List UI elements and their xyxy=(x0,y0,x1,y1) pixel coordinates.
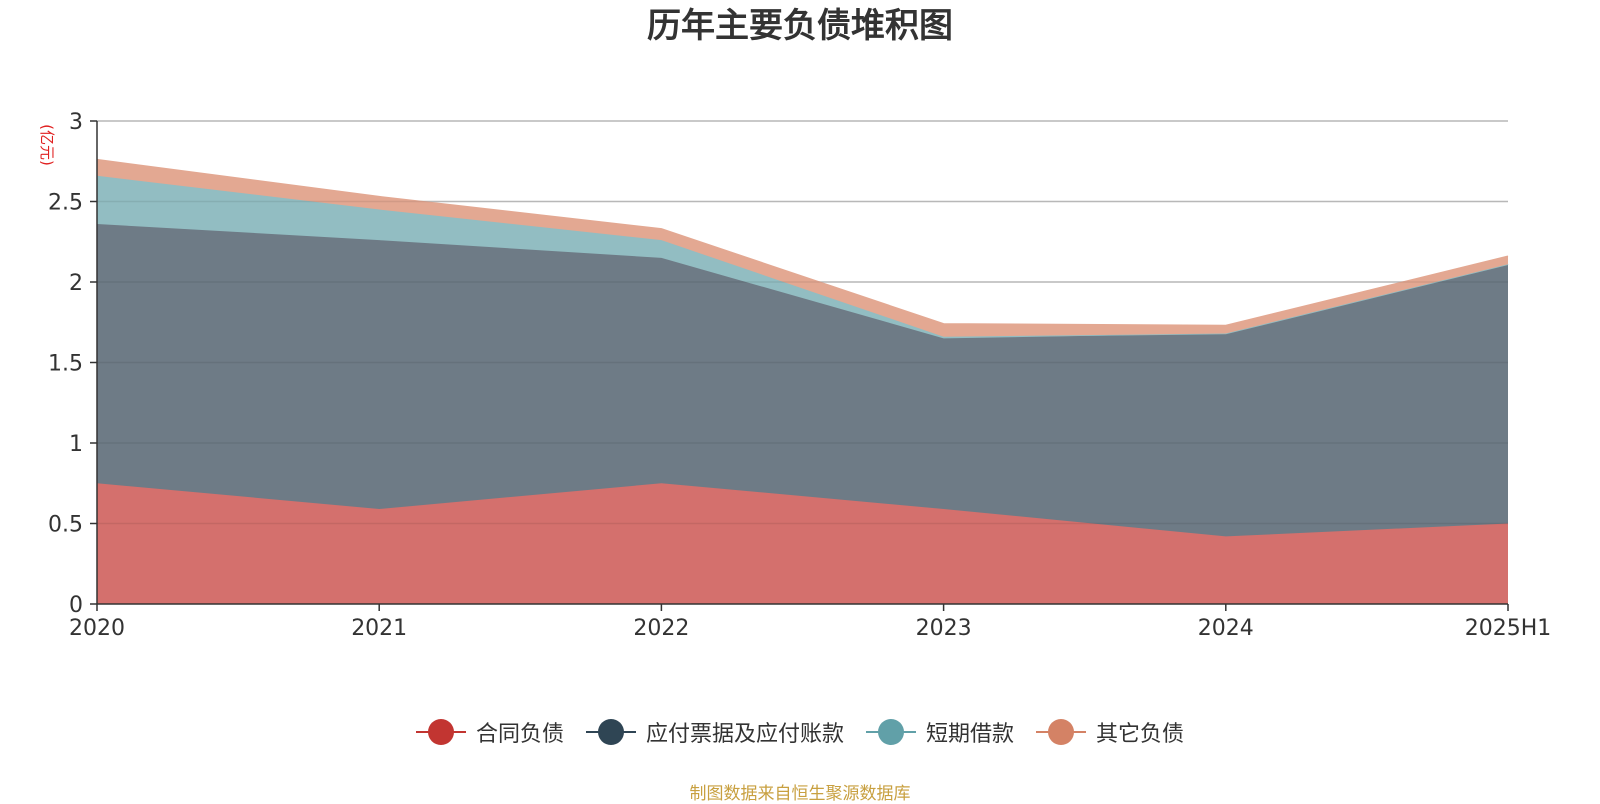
axes: 0 0.5 1 1.5 2 2.5 3 2020 2021 2022 2023 2024 2025H1 xyxy=(48,110,1551,641)
x-tick-label: 2021 xyxy=(351,616,407,641)
y-tick-label: 2 xyxy=(69,271,83,296)
legend-label: 短期借款 xyxy=(926,722,1015,747)
area-series-1[interactable] xyxy=(97,224,1508,537)
chart-title: 历年主要负债堆积图 xyxy=(647,6,953,46)
legend-label: 合同负债 xyxy=(475,722,564,747)
stacked-areas xyxy=(96,120,1509,604)
x-tick-label: 2025H1 xyxy=(1465,616,1552,641)
legend-item-2[interactable]: 短期借款 xyxy=(866,716,1014,748)
x-tick-label: 2022 xyxy=(633,616,689,641)
legend: 合同负债 应付票据及应付账款 短期借款 其它负债 xyxy=(0,716,1600,748)
legend-label: 应付票据及应付账款 xyxy=(645,722,844,747)
legend-marker-icon xyxy=(866,719,916,745)
y-tick-label: 0 xyxy=(69,593,83,618)
legend-marker-icon xyxy=(1036,719,1087,745)
y-axis-unit-label: (亿元) xyxy=(38,124,56,166)
y-tick-label: 1 xyxy=(69,432,83,457)
legend-item-0[interactable]: 合同负债 xyxy=(415,716,564,748)
y-tick-label: 1.5 xyxy=(48,352,83,377)
legend-label: 其它负债 xyxy=(1096,722,1185,747)
y-tick-label: 2.5 xyxy=(48,191,83,216)
data-source-note: 制图数据来自恒生聚源数据库 xyxy=(689,784,911,804)
x-tick-label: 2020 xyxy=(69,616,125,641)
x-tick-label: 2024 xyxy=(1198,616,1254,641)
y-tick-label: 0.5 xyxy=(48,513,83,538)
legend-item-1[interactable]: 应付票据及应付账款 xyxy=(585,716,844,748)
legend-marker-icon xyxy=(415,719,466,745)
x-tick-label: 2023 xyxy=(916,616,972,641)
area-series-0[interactable] xyxy=(97,483,1508,604)
area-edge-series-3 xyxy=(96,158,1509,327)
y-tick-label: 3 xyxy=(69,110,83,135)
legend-item-3[interactable]: 其它负债 xyxy=(1036,716,1184,748)
legend-marker-icon xyxy=(585,719,636,745)
